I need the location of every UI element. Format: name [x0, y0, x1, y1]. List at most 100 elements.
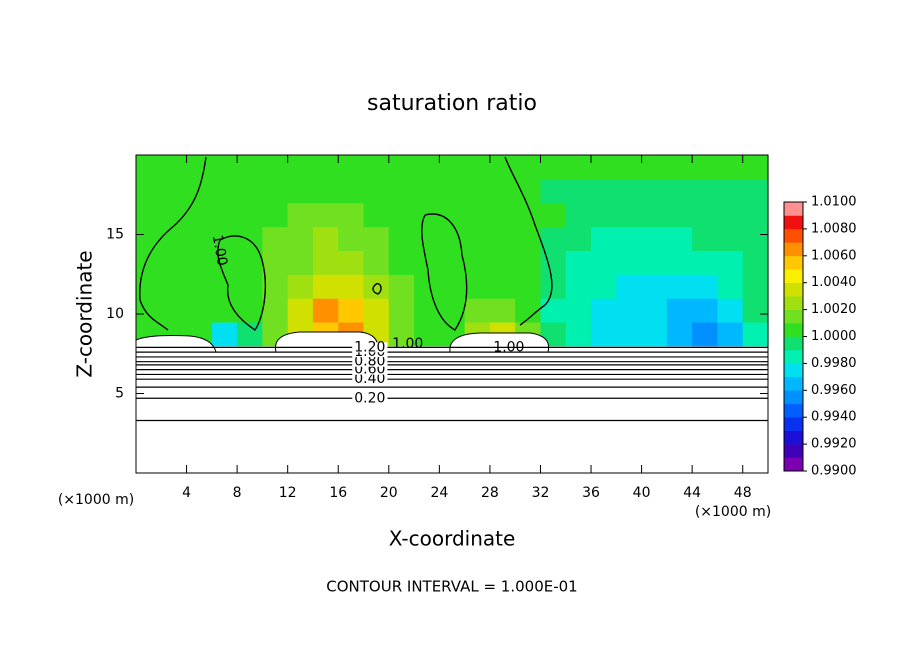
contour-line — [217, 235, 266, 331]
contour-label: 1.00 — [392, 336, 423, 352]
field-cell — [666, 321, 693, 347]
field-cell — [312, 202, 339, 228]
y-tick-label: 10 — [106, 306, 124, 322]
field-cell — [464, 298, 491, 323]
field-cell — [565, 202, 592, 228]
colorbar-tick-label: 1.0100 — [811, 195, 857, 210]
field-cell — [565, 321, 592, 347]
colorbar-band — [784, 349, 803, 364]
field-cell — [186, 298, 213, 323]
colorbar-band — [784, 309, 803, 324]
field-cell — [262, 226, 289, 251]
field-cell — [641, 202, 668, 228]
x-tick-label: 16 — [329, 485, 347, 501]
field-cell — [489, 155, 516, 180]
contour-label: 0.40 — [354, 371, 385, 387]
field-cell — [363, 178, 390, 204]
field-cell — [211, 155, 238, 180]
field-cell — [388, 250, 415, 275]
field-cell — [237, 274, 263, 299]
colorbar-band — [784, 363, 803, 378]
colorbar-band — [784, 430, 803, 445]
colorbar-band — [784, 444, 803, 458]
field-cell — [363, 274, 390, 299]
field-cell — [591, 298, 617, 323]
x-tick-label: 40 — [633, 485, 651, 501]
field-cell — [262, 298, 289, 323]
field — [136, 155, 769, 347]
field-cell — [161, 226, 188, 251]
field-cell — [742, 250, 769, 275]
field-cell — [237, 321, 263, 347]
colorbar-tick-label: 1.0020 — [811, 302, 857, 317]
field-cell — [641, 155, 668, 180]
field-cell — [641, 250, 668, 275]
contours: 0.200.400.600.801.001.001.001.001.20 — [136, 234, 768, 422]
field-cell — [489, 226, 516, 251]
field-cell — [338, 226, 365, 251]
colorbar-band — [784, 228, 803, 243]
field-cell — [717, 178, 744, 204]
field-cell — [489, 274, 516, 299]
field-cell — [692, 226, 719, 251]
field-cell — [161, 155, 188, 180]
x-tick-label: 28 — [481, 485, 499, 501]
field-cell — [540, 274, 567, 299]
x-tick-label: 36 — [582, 485, 600, 501]
field-cell — [262, 274, 289, 299]
colorbar-band — [784, 269, 803, 283]
field-cell — [641, 178, 668, 204]
field-cell — [540, 155, 567, 180]
colorbar-tick-label: 0.9960 — [811, 383, 857, 398]
x-tick-label: 8 — [233, 485, 242, 501]
field-cell — [591, 202, 617, 228]
field-cell — [717, 250, 744, 275]
field-cell — [742, 321, 769, 347]
field-cell — [439, 202, 466, 228]
field-cell — [338, 274, 365, 299]
field-cell — [136, 202, 162, 228]
colorbar-band — [784, 457, 803, 472]
field-cell — [540, 298, 567, 323]
contour-label-bg — [352, 364, 388, 375]
contour-line — [421, 213, 468, 331]
field-cell — [388, 155, 415, 180]
field-cell — [161, 298, 188, 323]
field-cell — [388, 298, 415, 323]
field-cell — [262, 178, 289, 204]
field-cell — [591, 178, 617, 204]
field-cell — [565, 155, 592, 180]
field-cell — [515, 274, 542, 299]
field-cell — [742, 226, 769, 251]
field-cell — [287, 298, 314, 323]
x-tick-label: 20 — [380, 485, 398, 501]
x-unit: (×1000 m) — [695, 504, 771, 520]
field-cell — [186, 226, 213, 251]
field-cell — [591, 250, 617, 275]
y-axis-label: Z-coordinate — [73, 250, 97, 377]
field-cell — [388, 321, 415, 347]
field-cell — [287, 226, 314, 251]
field-cell — [414, 298, 440, 323]
field-cell — [742, 202, 769, 228]
field-cell — [262, 155, 289, 180]
field-cell — [186, 274, 213, 299]
field-cell — [439, 178, 466, 204]
colorbar-band — [784, 255, 803, 270]
field-cell — [540, 250, 567, 275]
field-cell — [717, 298, 744, 323]
field-cell — [363, 250, 390, 275]
field-cell — [211, 178, 238, 204]
field-cell — [641, 226, 668, 251]
field-cell — [641, 321, 668, 347]
field-cell — [312, 178, 339, 204]
field-cell — [136, 226, 162, 251]
field-cell — [540, 178, 567, 204]
field-cell — [388, 226, 415, 251]
field-cell — [464, 226, 491, 251]
field-cell — [666, 274, 693, 299]
colorbar-tick-label: 0.9900 — [811, 464, 857, 479]
field-cell — [262, 250, 289, 275]
field-cell — [414, 178, 440, 204]
